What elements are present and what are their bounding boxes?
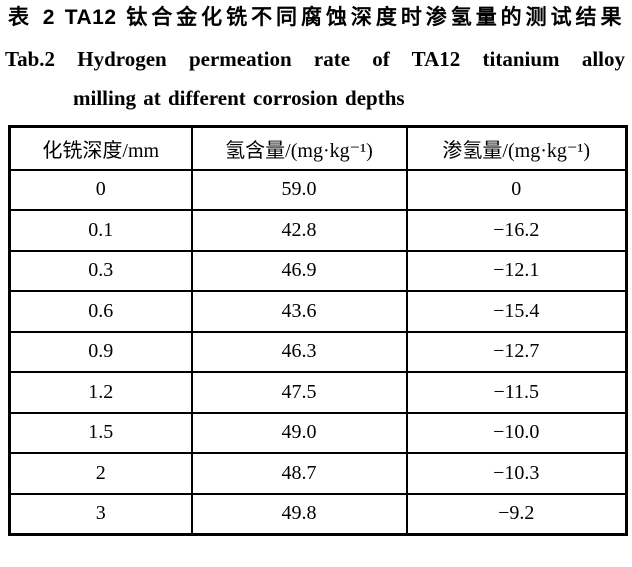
column-header-hydrogen-permeation: 渗氢量/(mg·kg⁻¹) (405, 125, 628, 171)
column-header-milling-depth: 化铣深度/mm (8, 125, 193, 171)
table-caption-english-line2: milling at different corrosion depths (73, 86, 405, 110)
table-cell: 49.8 (190, 492, 408, 535)
table-row: 0.9 46.3 −12.7 (8, 330, 628, 373)
table-caption-english-line1: Tab.2 Hydrogen permeation rate of TA12 t… (5, 47, 625, 71)
table-row: 1.5 49.0 −10.0 (8, 411, 628, 454)
table-cell: 2 (8, 452, 193, 495)
paper-page: 表 2 TA12 钛合金化铣不同腐蚀深度时渗氢量的测试结果 Tab.2 Hydr… (0, 5, 632, 567)
table-cell: 59.0 (190, 168, 408, 211)
table-cell: 46.9 (190, 249, 408, 292)
table-row: 0 59.0 0 (8, 168, 628, 211)
table-cell: −10.3 (405, 452, 628, 495)
table-cell: −16.2 (405, 209, 628, 252)
table-cell: −15.4 (405, 290, 628, 333)
table-row: 0.3 46.9 −12.1 (8, 249, 628, 292)
table-cell: 48.7 (190, 452, 408, 495)
table-cell: 0.3 (8, 249, 193, 292)
table-cell: −12.7 (405, 330, 628, 373)
column-header-hydrogen-content: 氢含量/(mg·kg⁻¹) (190, 125, 408, 171)
table-cell: 3 (8, 492, 193, 535)
table-cell: −11.5 (405, 371, 628, 414)
table-header-row: 化铣深度/mm 氢含量/(mg·kg⁻¹) 渗氢量/(mg·kg⁻¹) (8, 125, 628, 171)
table-cell: 0 (8, 168, 193, 211)
table-cell: 0.6 (8, 290, 193, 333)
table-cell: 47.5 (190, 371, 408, 414)
table-cell: 0.1 (8, 209, 193, 252)
table-cell: −12.1 (405, 249, 628, 292)
table-row: 2 48.7 −10.3 (8, 452, 628, 495)
table-cell: 49.0 (190, 411, 408, 454)
data-table: 化铣深度/mm 氢含量/(mg·kg⁻¹) 渗氢量/(mg·kg⁻¹) 0 59… (8, 125, 628, 536)
table-cell: 43.6 (190, 290, 408, 333)
table-cell: 46.3 (190, 330, 408, 373)
table-row: 3 49.8 −9.2 (8, 492, 628, 535)
table-row: 1.2 47.5 −11.5 (8, 371, 628, 414)
table-cell: 0 (405, 168, 628, 211)
table-cell: −10.0 (405, 411, 628, 454)
table-caption-chinese: 表 2 TA12 钛合金化铣不同腐蚀深度时渗氢量的测试结果 (8, 6, 622, 29)
table-cell: 1.2 (8, 371, 193, 414)
table-cell: −9.2 (405, 492, 628, 535)
table-row: 0.1 42.8 −16.2 (8, 209, 628, 252)
table-cell: 0.9 (8, 330, 193, 373)
table-cell: 42.8 (190, 209, 408, 252)
table-row: 0.6 43.6 −15.4 (8, 290, 628, 333)
table-cell: 1.5 (8, 411, 193, 454)
